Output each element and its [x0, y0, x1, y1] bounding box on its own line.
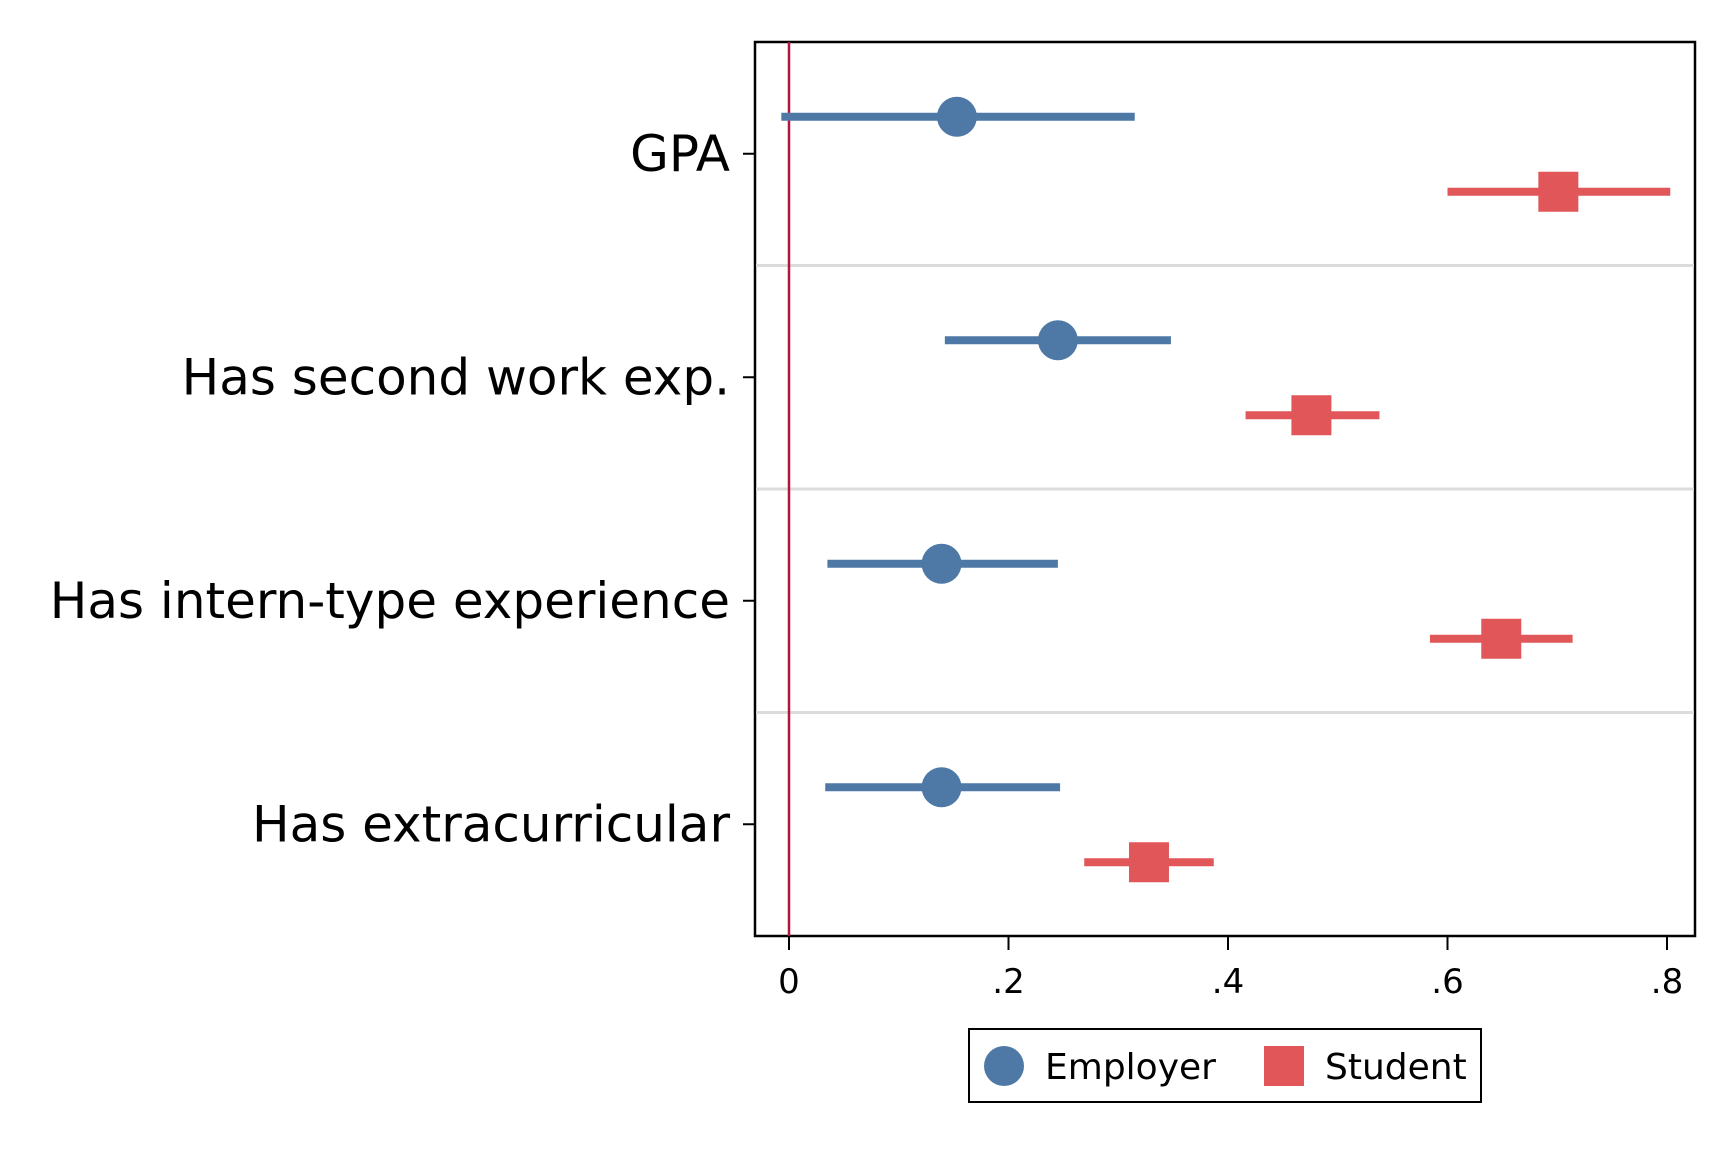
- x-tick-label: .2: [992, 962, 1024, 1002]
- y-tick-label: Has intern-type experience: [50, 572, 730, 630]
- x-tick-label: .4: [1212, 962, 1244, 1002]
- legend-employer-marker: [984, 1046, 1024, 1086]
- y-tick-label: Has extracurricular: [252, 795, 730, 853]
- y-tick-label: Has second work exp.: [182, 348, 730, 406]
- employer-point: [921, 767, 962, 808]
- x-tick-label: .6: [1431, 962, 1463, 1002]
- legend-box: [968, 1028, 1482, 1103]
- employer-point: [1037, 320, 1078, 361]
- legend-employer-label: Employer: [1045, 1047, 1216, 1088]
- legend: Employer Student: [968, 1028, 1482, 1103]
- y-tick-label: GPA: [630, 125, 730, 183]
- x-tick-label: 0: [778, 962, 800, 1002]
- legend-student-label: Student: [1325, 1047, 1467, 1088]
- student-point: [1481, 618, 1522, 659]
- employer-point: [936, 96, 977, 137]
- x-tick-label: .8: [1651, 962, 1683, 1002]
- employer-point: [921, 543, 962, 584]
- student-point: [1128, 842, 1169, 883]
- legend-student-marker: [1264, 1046, 1304, 1086]
- student-point: [1291, 395, 1332, 436]
- student-point: [1538, 171, 1579, 212]
